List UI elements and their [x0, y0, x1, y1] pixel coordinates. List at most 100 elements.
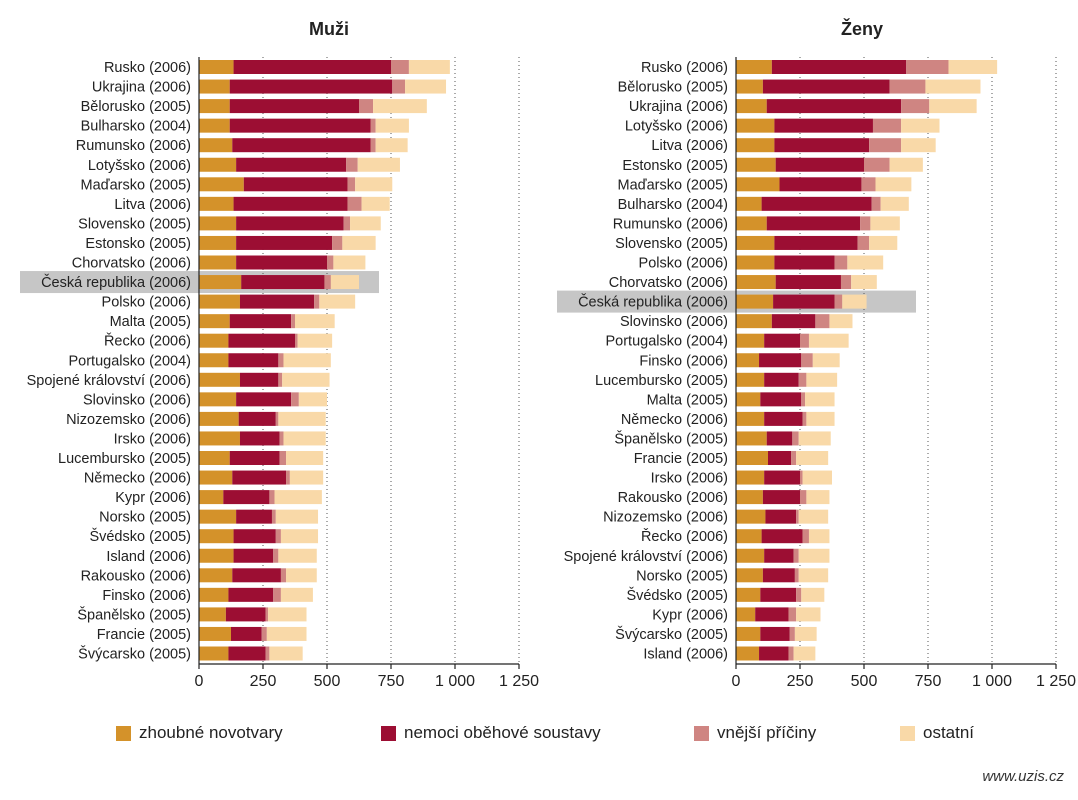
category-label: Spojené království (2006) [564, 549, 728, 565]
bar-segment [346, 157, 358, 172]
bar-segment [736, 255, 775, 270]
category-label: Řecko (2006) [641, 528, 728, 545]
bar-segment [280, 587, 313, 602]
bar-segment [736, 138, 775, 153]
bar-segment [736, 470, 765, 485]
bar-segment [283, 431, 326, 446]
category-label: Rusko (2006) [641, 60, 728, 76]
bar-segment [228, 353, 279, 368]
legend-label: ostatní [923, 723, 975, 742]
bar-segment [229, 451, 280, 465]
bar-segment [261, 626, 267, 641]
category-label: Rakousko (2006) [81, 568, 191, 584]
bar-segment [199, 470, 233, 485]
category-label: Bělorusko (2005) [618, 80, 728, 96]
category-label: Rumunsko (2006) [613, 216, 728, 232]
x-tick-label: 250 [250, 673, 277, 690]
bar-segment [806, 411, 835, 426]
bar-segment [761, 196, 872, 211]
bar-segment [236, 509, 272, 524]
bar-segment [857, 235, 870, 250]
bar-segment [228, 646, 266, 661]
category-label: Polsko (2006) [102, 295, 191, 311]
bar-segment [793, 548, 799, 563]
bar-segment [271, 509, 276, 524]
bar-segment [796, 607, 821, 622]
bar-segment [800, 333, 809, 348]
bar-segment [199, 314, 230, 329]
category-label: Bulharsko (2004) [618, 197, 728, 213]
bar-segment [199, 177, 244, 192]
category-label: Nizozemsko (2006) [603, 510, 728, 526]
bar-segment [199, 392, 237, 407]
category-label: Švédsko (2005) [626, 587, 728, 604]
category-label: Rusko (2006) [104, 60, 191, 76]
category-label: Malta (2005) [647, 392, 728, 408]
bar-segment [291, 392, 299, 407]
bar-segment [736, 79, 763, 94]
category-label: Chorvatsko (2006) [72, 256, 191, 272]
bar-segment [314, 294, 320, 309]
bar-segment [199, 275, 242, 290]
bar-segment [834, 294, 843, 309]
bar-segment [280, 529, 319, 544]
bar-segment [871, 196, 881, 211]
x-tick-label: 0 [195, 673, 204, 690]
x-tick-label: 0 [732, 673, 741, 690]
bar-segment [875, 177, 912, 192]
bar-segment [736, 118, 775, 133]
category-label: Litva (2006) [651, 138, 728, 154]
bar-segment [280, 568, 287, 583]
bar-segment [794, 568, 799, 583]
category-label: Lotyšsko (2006) [88, 158, 191, 174]
bar-segment [298, 392, 327, 407]
category-label: Německo (2006) [84, 471, 191, 487]
bar-segment [806, 490, 830, 505]
bar-segment [764, 333, 800, 348]
bar-segment [801, 392, 806, 407]
bar-segment [851, 275, 877, 290]
bar-segment [236, 216, 344, 231]
bar-segment [297, 333, 333, 348]
bar-segment [806, 372, 838, 387]
category-label: Řecko (2006) [104, 333, 191, 350]
bar-segment [889, 157, 923, 172]
category-label: Ukrajina (2006) [629, 99, 728, 115]
category-label: Rumunsko (2006) [76, 138, 191, 154]
bar-segment [229, 99, 359, 114]
category-label: Španělsko (2005) [77, 606, 191, 623]
bar-segment [773, 294, 835, 309]
category-label: Finsko (2006) [639, 353, 728, 369]
bar-segment [948, 60, 998, 74]
bar-segment [736, 490, 763, 505]
bar-segment [775, 275, 841, 290]
category-label: Portugalsko (2004) [68, 353, 191, 369]
x-tick-label: 1 250 [499, 673, 539, 690]
category-label: Švýcarsko (2005) [78, 646, 191, 663]
bar-segment [239, 431, 280, 446]
legend-item-ostatni: ostatní [900, 718, 974, 748]
bar-segment [231, 626, 262, 641]
category-label: Finsko (2006) [102, 588, 191, 604]
bar-segment [286, 470, 290, 485]
bar-segment [764, 548, 794, 563]
bar-segment [275, 509, 319, 524]
legend-item-zhoubne-novotvary: zhoubné novotvary [116, 718, 283, 748]
bar-segment [405, 79, 447, 94]
category-label: Irsko (2006) [651, 471, 728, 487]
bar-segment [869, 235, 898, 250]
bar-segment [736, 333, 765, 348]
category-label: Švédsko (2005) [89, 528, 191, 545]
bar-segment [343, 216, 351, 231]
bar-segment [736, 411, 765, 426]
bar-segment [350, 216, 381, 231]
bar-segment [889, 79, 926, 94]
category-label: Estonsko (2005) [622, 158, 728, 174]
category-label: Švýcarsko (2005) [615, 626, 728, 643]
bar-segment [792, 431, 799, 446]
bar-segment [840, 275, 852, 290]
bar-segment [736, 235, 775, 250]
bar-segment [801, 587, 825, 602]
bar-segment [199, 607, 226, 622]
